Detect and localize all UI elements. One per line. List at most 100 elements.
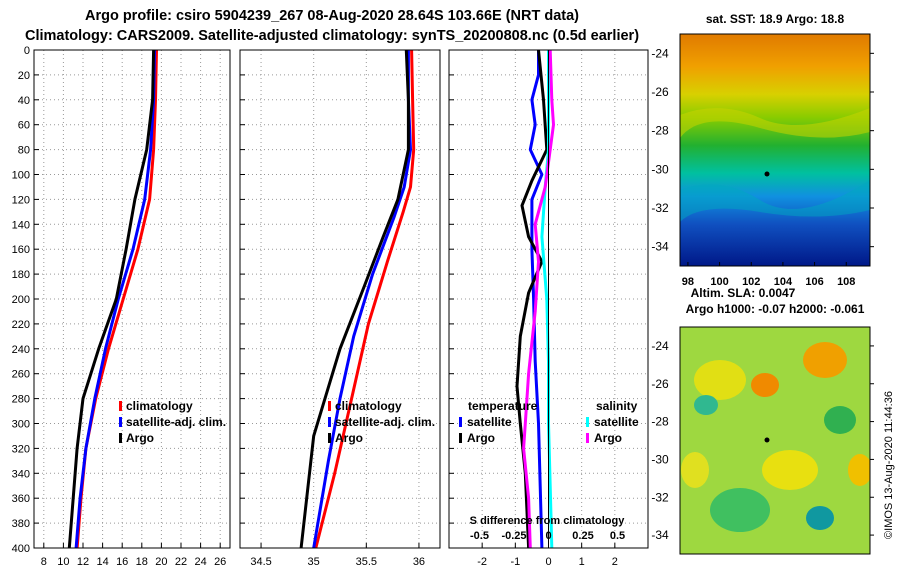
series-group	[299, 50, 416, 548]
y-tick-label: 220	[12, 319, 30, 331]
legend-swatch	[328, 401, 331, 411]
y-tick-label: 380	[12, 518, 30, 530]
legend-swatch	[328, 417, 331, 427]
sal-x-tick-label: 0	[545, 530, 551, 542]
legend-title-temperature: temperature	[468, 399, 538, 413]
imos-credit: ©IMOS 13-Aug-2020 11:44:36	[883, 391, 895, 539]
x-tick-label: 24	[194, 556, 206, 568]
series-line-temperature-satellite	[528, 50, 544, 548]
sla-anomaly	[806, 506, 834, 530]
x-tick-label: 1	[579, 556, 585, 568]
y-tick-label: -34	[651, 240, 669, 254]
y-tick-label: -24	[651, 339, 669, 353]
legend-swatch	[586, 433, 589, 443]
y-tick-label: -30	[651, 452, 669, 466]
x-tick-label: 22	[175, 556, 187, 568]
sst-field	[680, 34, 870, 266]
x-tick-label: -1	[510, 556, 520, 568]
sla-anomaly	[824, 406, 856, 434]
x-tick-label: 20	[155, 556, 167, 568]
legend-label: Argo	[594, 431, 622, 445]
series-line-argo	[299, 50, 410, 548]
y-tick-label: -30	[651, 162, 669, 176]
sal-x-tick-label: -0.5	[470, 530, 489, 542]
x-tick-label: 104	[774, 276, 793, 288]
sal-x-tick-label: 0.5	[610, 530, 625, 542]
legend-swatch	[459, 433, 462, 443]
sla-map: Altim. SLA: 0.0047 Argo h1000: -0.07 h20…	[651, 286, 874, 555]
y-tick-label: 0	[24, 45, 30, 57]
y-tick-label: 60	[18, 120, 30, 132]
legend-label: satellite-adj. clim.	[126, 415, 226, 429]
panel-frame	[33, 49, 231, 549]
sla-anomaly	[681, 452, 709, 488]
temperature-panel: 8 10 12 14 16 18 20 22 24 26020406080100120140160…	[12, 45, 231, 568]
y-tick-label: 160	[12, 244, 30, 256]
legend-title-salinity: salinity	[596, 399, 638, 413]
legend-swatch	[586, 417, 589, 427]
legend-swatch	[119, 401, 122, 411]
x-tick-label: 102	[742, 276, 760, 288]
legend-label: Argo	[467, 431, 495, 445]
sst-contour-band	[680, 108, 870, 138]
sal-x-tick-label: 0.25	[572, 530, 593, 542]
salinity-panel: 34.5 35 35.5 36 climatology satellite-adj. cl…	[239, 49, 441, 568]
sla-map-title: Altim. SLA: 0.0047	[691, 286, 796, 300]
series-group	[67, 50, 158, 548]
argo-location-marker	[764, 437, 770, 443]
legend-label: climatology	[126, 399, 193, 413]
sla-anomaly	[751, 373, 779, 397]
difference-panel: -2 -1 0 1 2 -0.5 -0.25 0 0.25 0.5 S difference fro…	[448, 49, 649, 568]
series-line-argo	[67, 50, 156, 548]
x-tick-label: 34.5	[250, 556, 271, 568]
series-line-salinity-satellite	[540, 50, 554, 548]
x-tick-label: 35.5	[356, 556, 377, 568]
y-tick-label: -26	[651, 377, 669, 391]
sst-contour-band	[680, 180, 870, 222]
title-line-1: Argo profile: csiro 5904239_267 08-Aug-2…	[85, 8, 579, 24]
title-line-2: Climatology: CARS2009. Satellite-adjuste…	[25, 28, 639, 44]
argo-location-marker	[764, 171, 770, 177]
legend-label: satellite	[594, 415, 639, 429]
legend-swatch	[459, 417, 462, 427]
y-tick-label: -34	[651, 528, 669, 542]
y-tick-label: 260	[12, 369, 30, 381]
x-tick-label: 0	[545, 556, 551, 568]
sla-anomaly	[848, 454, 870, 486]
legend-label: climatology	[335, 399, 402, 413]
legend-label: Argo	[335, 431, 363, 445]
legend-label: satellite	[467, 415, 512, 429]
x-tick-label: 14	[96, 556, 108, 568]
y-tick-label: -28	[651, 415, 669, 429]
x-tick-label: 108	[837, 276, 855, 288]
y-tick-label: 280	[12, 394, 30, 406]
sla-map-subtitle: Argo h1000: -0.07 h2000: -0.061	[686, 302, 865, 316]
legend-label: satellite-adj. clim.	[335, 415, 435, 429]
sal-axis-label: S difference from climatology	[470, 515, 626, 527]
y-tick-label: 20	[18, 70, 30, 82]
sla-anomaly	[710, 488, 770, 532]
sla-anomaly	[803, 342, 847, 378]
legend-swatch	[119, 417, 122, 427]
y-tick-label: 80	[18, 145, 30, 157]
x-tick-label: 16	[116, 556, 128, 568]
y-tick-label: 100	[12, 170, 30, 182]
sla-anomaly	[762, 450, 818, 490]
y-tick-label: 200	[12, 294, 30, 306]
series-line-salinity-argo	[522, 50, 555, 548]
y-tick-label: -32	[651, 490, 669, 504]
sal-x-tick-label: -0.25	[501, 530, 526, 542]
y-tick-label: 120	[12, 194, 30, 206]
x-tick-label: 2	[612, 556, 618, 568]
x-tick-label: 26	[214, 556, 226, 568]
y-tick-label: 320	[12, 443, 30, 455]
y-tick-label: 360	[12, 493, 30, 505]
y-tick-label: 340	[12, 468, 30, 480]
x-tick-label: 35	[308, 556, 320, 568]
y-tick-label: 180	[12, 269, 30, 281]
series-line-satellite-adj-clim-	[74, 50, 156, 548]
y-tick-label: -24	[651, 46, 669, 60]
y-tick-label: -32	[651, 201, 669, 215]
